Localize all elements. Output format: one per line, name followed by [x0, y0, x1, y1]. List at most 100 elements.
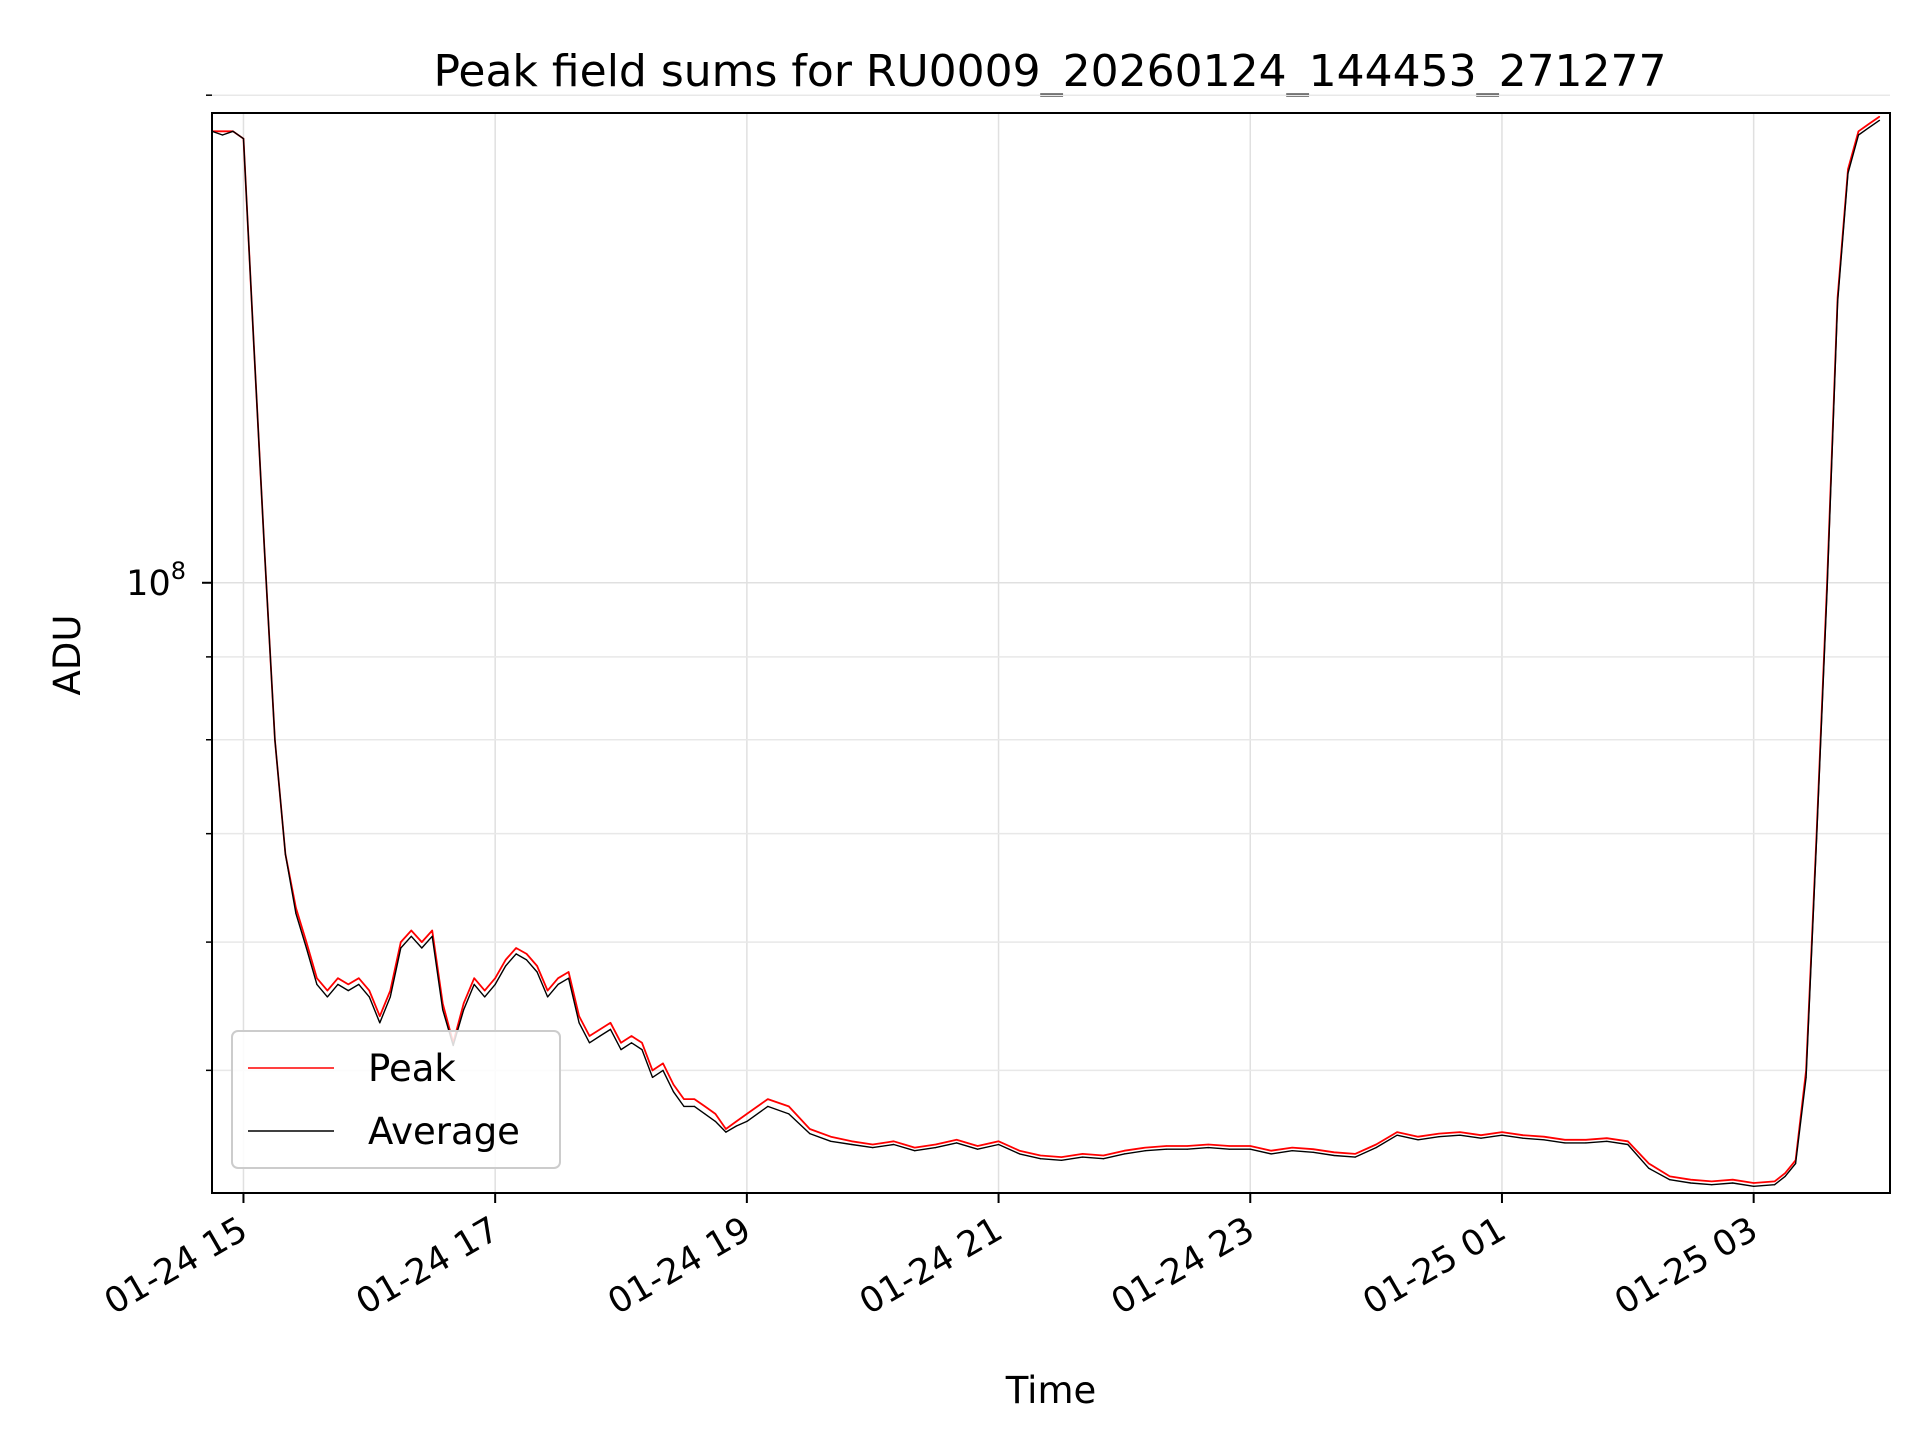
data-point-peak [956, 1139, 958, 1141]
data-point-average [1480, 1137, 1482, 1139]
data-point-average [704, 1113, 706, 1115]
data-point-average [683, 1105, 685, 1107]
data-point-average [1375, 1147, 1377, 1149]
data-point-average [505, 965, 507, 967]
data-point-average [851, 1143, 853, 1146]
data-point-average [1732, 1182, 1734, 1184]
data-point-peak [1543, 1136, 1545, 1138]
data-point-average [1186, 1148, 1188, 1150]
data-point-average [473, 983, 475, 986]
data-point-peak [893, 1140, 895, 1142]
data-point-average [1333, 1154, 1335, 1157]
legend-box [231, 1030, 561, 1169]
data-point-average [1459, 1134, 1461, 1136]
data-point-peak [935, 1143, 937, 1146]
legend: Peak Average [231, 1030, 561, 1169]
data-point-average [725, 1131, 727, 1133]
x-axis-label: Time [1005, 1369, 1097, 1412]
data-point-average [1826, 589, 1828, 591]
plot-frame [211, 112, 1891, 1194]
data-point-peak [400, 941, 402, 943]
data-point-average [358, 983, 360, 986]
data-point-average [1711, 1184, 1713, 1186]
data-point-average [1606, 1140, 1608, 1142]
data-point-average [609, 1028, 612, 1030]
data-point-peak [578, 1015, 580, 1017]
data-point-peak [379, 1015, 381, 1017]
data-point-average [956, 1142, 958, 1144]
data-point-average [1669, 1179, 1671, 1181]
data-point-average [620, 1049, 622, 1051]
data-point-average [1165, 1148, 1167, 1150]
data-point-peak [1165, 1145, 1167, 1147]
data-point-average [1627, 1143, 1629, 1146]
data-point-peak [1868, 123, 1870, 125]
data-point-peak [1123, 1150, 1125, 1152]
data-point-peak [368, 990, 370, 992]
data-point-average [1291, 1150, 1293, 1152]
data-point-average [1784, 1175, 1786, 1177]
data-point-average [526, 959, 528, 961]
data-point-peak [1878, 116, 1881, 118]
data-point-peak [1018, 1150, 1021, 1152]
data-point-peak [714, 1113, 717, 1115]
data-point-average [893, 1143, 895, 1146]
data-point-average [1102, 1158, 1104, 1160]
data-point-peak [872, 1143, 874, 1146]
data-point-peak [588, 1035, 591, 1037]
data-point-average [830, 1140, 832, 1142]
data-point-peak [494, 977, 496, 979]
data-point-average [400, 947, 402, 949]
data-point-peak [1375, 1143, 1377, 1146]
data-point-average [442, 1009, 444, 1011]
data-point-average [630, 1042, 633, 1044]
data-point-peak [1585, 1139, 1587, 1141]
data-point-average [1123, 1153, 1125, 1155]
data-point-average [431, 935, 433, 937]
data-point-peak [599, 1028, 601, 1030]
data-point-average [536, 971, 538, 973]
data-point-average [368, 996, 370, 998]
data-point-average [1312, 1151, 1314, 1153]
data-point-peak [358, 977, 360, 979]
data-point-peak [1438, 1133, 1440, 1135]
data-point-average [1805, 1076, 1807, 1078]
data-point-average [1417, 1139, 1419, 1141]
data-point-peak [515, 947, 517, 949]
data-point-peak [1228, 1145, 1230, 1147]
data-point-peak [620, 1042, 622, 1044]
data-point-average [599, 1035, 601, 1037]
data-point-peak [914, 1147, 916, 1149]
data-point-peak [536, 965, 538, 967]
data-point-average [326, 996, 328, 998]
data-point-peak [1207, 1143, 1209, 1146]
data-point-average [998, 1143, 1000, 1146]
data-point-average [651, 1076, 654, 1078]
data-point-average [1039, 1158, 1042, 1160]
data-point-average [872, 1147, 874, 1149]
data-point-average [389, 996, 391, 998]
data-point-average [1018, 1153, 1021, 1155]
data-point-average [295, 912, 297, 915]
data-point-peak [1564, 1139, 1566, 1141]
data-point-peak [337, 977, 339, 979]
data-point-average [242, 138, 245, 140]
data-point-average [588, 1042, 591, 1044]
data-point-average [1228, 1148, 1230, 1150]
data-point-peak [672, 1084, 675, 1086]
data-point-average [1060, 1159, 1063, 1161]
data-point-average [809, 1133, 811, 1135]
data-point-average [253, 345, 255, 347]
data-point-peak [347, 983, 349, 986]
data-point-peak [1784, 1172, 1786, 1174]
data-point-peak [651, 1069, 654, 1071]
data-point-peak [851, 1140, 853, 1142]
data-point-peak [809, 1128, 811, 1130]
data-point-average [1648, 1167, 1650, 1169]
data-point-peak [1060, 1156, 1063, 1158]
data-point-average [746, 1120, 748, 1122]
data-point-peak [1459, 1131, 1461, 1133]
data-point-average [274, 739, 276, 741]
data-point-average [1144, 1150, 1146, 1152]
